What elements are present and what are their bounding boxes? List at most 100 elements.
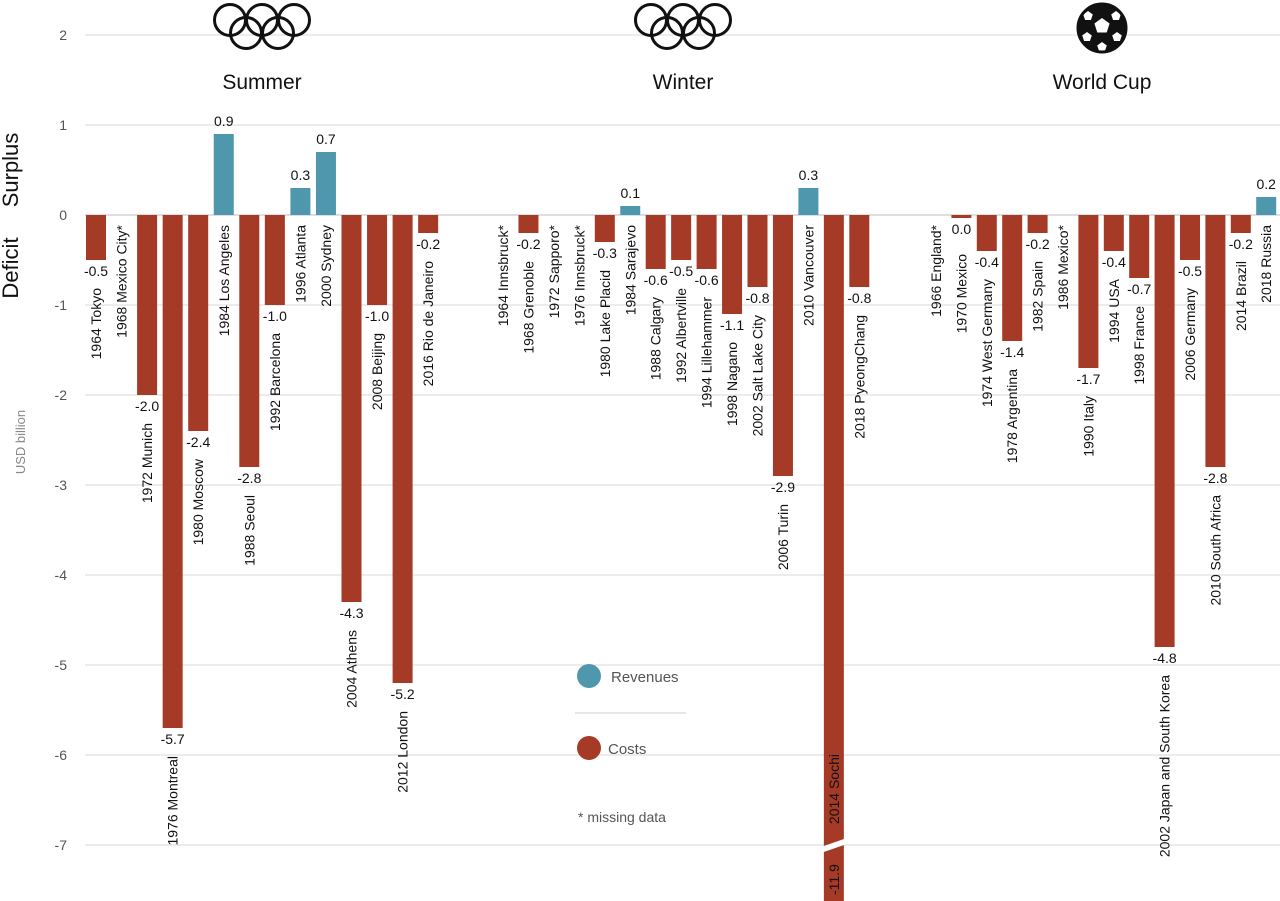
event-label: 1966 England* [928, 224, 944, 316]
panel-title-winter: Winter [653, 71, 714, 94]
event-label: 1998 Nagano [724, 342, 740, 426]
deficit-label: Deficit [0, 237, 23, 298]
bar [976, 215, 997, 251]
bar [1002, 215, 1023, 341]
value-label: 0.9 [214, 113, 234, 129]
y-tick-label: -5 [55, 657, 68, 673]
event-label: 2008 Beijing [369, 333, 385, 410]
event-label: 1992 Barcelona [267, 333, 283, 431]
event-label: 1970 Mexico [953, 254, 969, 334]
bar [1154, 215, 1175, 647]
event-label: 2010 South Africa [1207, 495, 1223, 606]
value-label: 0.3 [291, 167, 311, 183]
event-label: 2004 Athens [344, 630, 360, 708]
bar [1078, 215, 1099, 368]
event-label: 1980 Moscow [190, 458, 206, 545]
event-label: 2010 Vancouver [800, 225, 816, 326]
y-tick-label: -1 [55, 297, 68, 313]
bar [1256, 197, 1277, 215]
legend-costs-label: Costs [608, 741, 646, 758]
event-label: 2002 Salt Lake City [750, 315, 766, 436]
axis-break-mark [820, 838, 847, 853]
bar [1129, 215, 1150, 278]
event-label: 1976 Innsbruck* [571, 224, 587, 326]
event-label: 1980 Lake Placid [597, 270, 613, 377]
event-label: 2002 Japan and South Korea [1157, 675, 1173, 857]
event-label: 1968 Grenoble [520, 261, 536, 354]
ball-patch [1082, 32, 1092, 41]
bar [645, 215, 666, 269]
bar [367, 215, 388, 305]
value-label: -0.5 [84, 263, 108, 279]
bar [1205, 215, 1226, 467]
event-label: 2018 PyeongChang [851, 315, 867, 439]
value-label: 0.2 [1256, 176, 1276, 192]
value-label: -0.3 [593, 245, 617, 261]
event-label: 1976 Montreal [165, 756, 181, 846]
value-label: 0.7 [316, 131, 336, 147]
bar [671, 215, 692, 260]
value-label: -2.9 [771, 479, 795, 495]
legend-costs-swatch [577, 736, 601, 760]
value-label: -0.5 [1178, 263, 1202, 279]
legend-revenues-swatch [577, 664, 601, 688]
value-label: 0.3 [799, 167, 819, 183]
soccer-ball-icon [1076, 2, 1128, 54]
event-label: 1982 Spain [1030, 261, 1046, 332]
value-label: -5.7 [161, 731, 185, 747]
event-label: 1986 Mexico* [1055, 224, 1071, 309]
ball-patch [1111, 11, 1121, 20]
value-label: -1.4 [1000, 344, 1024, 360]
bar [722, 215, 743, 314]
bar [392, 215, 413, 683]
value-label: -0.2 [1026, 236, 1050, 252]
bar [772, 215, 793, 476]
bar [162, 215, 183, 728]
value-label: -5.2 [391, 686, 415, 702]
value-label: -1.0 [365, 308, 389, 324]
value-label: -0.4 [975, 254, 999, 270]
value-label: -1.0 [263, 308, 287, 324]
bar [1230, 215, 1251, 233]
event-label: 2014 Sochi [826, 754, 842, 824]
panel-title-summer: Summer [222, 71, 301, 94]
bar [315, 152, 336, 215]
value-label: -1.7 [1076, 371, 1100, 387]
bar [849, 215, 870, 287]
event-label: 1974 West Germany [979, 279, 995, 407]
surplus-label: Surplus [0, 133, 23, 208]
value-label: -0.2 [416, 236, 440, 252]
value-label: -2.8 [1203, 470, 1227, 486]
event-label: 1984 Sarajevo [622, 225, 638, 316]
event-label: 1984 Los Angeles [216, 225, 232, 336]
panel-title-world-cup: World Cup [1053, 71, 1152, 94]
olympic-ring [261, 16, 295, 50]
y-tick-label: -4 [55, 567, 68, 583]
gridlines [85, 34, 1280, 846]
event-label: 2000 Sydney [318, 225, 334, 307]
y-tick-label: 0 [59, 207, 67, 223]
value-label: -0.6 [695, 272, 719, 288]
value-label: -1.1 [720, 317, 744, 333]
value-label: -2.0 [135, 398, 159, 414]
y-axis-unit-label: USD billion [13, 410, 28, 474]
bar [620, 206, 641, 215]
value-label: -4.3 [339, 605, 363, 621]
event-label: 2012 London [395, 711, 411, 793]
value-label: -0.2 [1229, 236, 1253, 252]
missing-data-note: * missing data [578, 809, 666, 825]
bar-labels: -0.5 1964 Tokyo 1968 Mexico City* -2.0 1972 … [84, 113, 1276, 895]
event-label: 1994 Lillehammer [699, 297, 715, 409]
bar [137, 215, 158, 395]
event-label: 1996 Atlanta [292, 225, 308, 303]
event-label: 2018 Russia [1258, 225, 1274, 303]
ball-patch [1112, 32, 1122, 41]
event-label: 1972 Munich [139, 423, 155, 503]
bar [418, 215, 439, 233]
value-label: -2.8 [237, 470, 261, 486]
bar [213, 134, 234, 215]
value-label: -0.6 [644, 272, 668, 288]
event-label: 1994 USA [1106, 278, 1122, 342]
value-label: -2.4 [186, 434, 210, 450]
